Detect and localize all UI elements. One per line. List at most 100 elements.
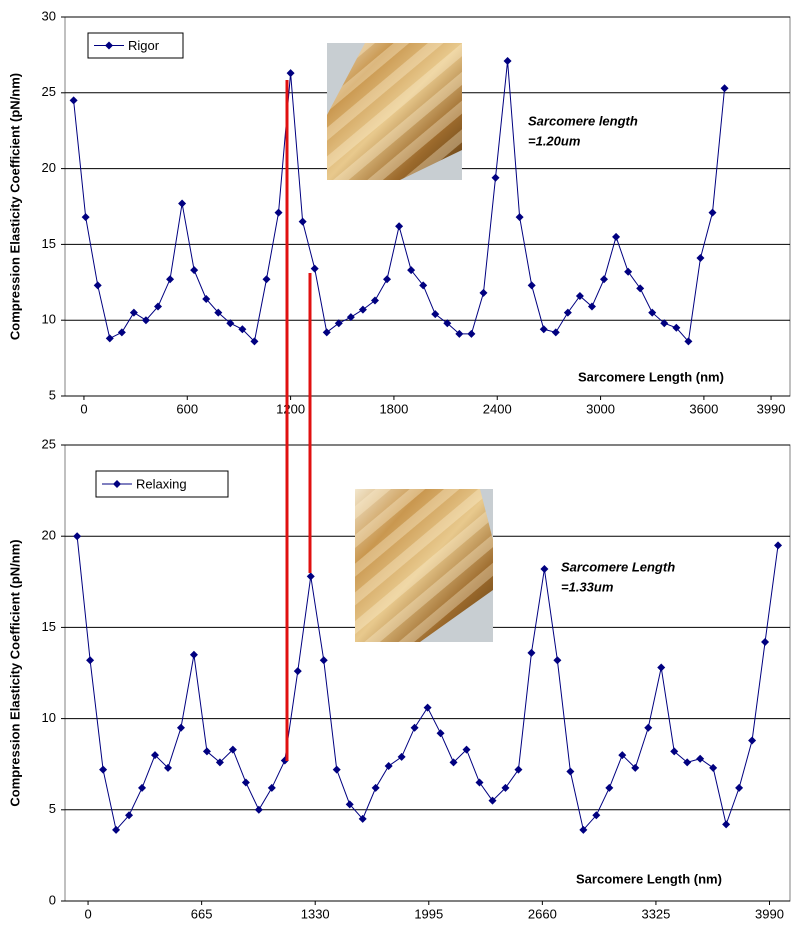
afm-image-rigor — [327, 43, 462, 180]
data-point — [605, 783, 614, 792]
legend-label: Relaxing — [136, 476, 187, 491]
data-point — [334, 319, 343, 328]
data-point — [215, 758, 224, 767]
x-tick-label: 3000 — [586, 401, 615, 416]
data-point — [587, 302, 596, 311]
data-point — [176, 723, 185, 732]
data-point — [129, 308, 138, 317]
data-point — [226, 319, 235, 328]
data-point — [298, 217, 307, 226]
data-point — [761, 637, 770, 646]
data-point — [358, 305, 367, 314]
data-point — [125, 811, 134, 820]
data-point — [648, 308, 657, 317]
data-point — [563, 308, 572, 317]
data-point — [69, 96, 78, 105]
data-point — [419, 281, 428, 290]
x-tick-label: 0 — [84, 906, 91, 921]
x-tick-label: 2400 — [483, 401, 512, 416]
data-point — [267, 783, 276, 792]
x-axis-title: Sarcomere Length (nm) — [578, 369, 724, 384]
data-point — [462, 745, 471, 754]
data-point — [112, 825, 121, 834]
data-point — [709, 763, 718, 772]
data-point — [370, 296, 379, 305]
data-point — [696, 254, 705, 263]
x-tick-label: 0 — [80, 401, 87, 416]
data-point — [141, 316, 150, 325]
annotation: =1.20um — [528, 133, 581, 148]
y-tick-label: 5 — [49, 801, 56, 816]
data-point — [202, 294, 211, 303]
x-tick-label: 3990 — [757, 401, 786, 416]
data-point — [449, 758, 458, 767]
data-point — [735, 783, 744, 792]
data-point — [306, 572, 315, 581]
y-tick-label: 30 — [42, 8, 56, 23]
y-tick-label: 0 — [49, 892, 56, 907]
data-point — [455, 329, 464, 338]
y-tick-label: 15 — [42, 619, 56, 634]
data-point — [322, 328, 331, 337]
data-point — [293, 667, 302, 676]
y-tick-label: 15 — [42, 236, 56, 251]
legend-marker — [105, 41, 113, 50]
data-point — [262, 275, 271, 284]
data-point — [286, 69, 295, 78]
data-point — [491, 173, 500, 182]
afm-image-relaxing — [355, 489, 493, 642]
data-point — [503, 56, 512, 65]
data-point — [310, 264, 319, 273]
data-point — [748, 736, 757, 745]
data-point — [683, 758, 692, 767]
x-tick-label: 1995 — [414, 906, 443, 921]
data-point — [250, 337, 259, 346]
data-point — [73, 532, 82, 541]
x-tick-label: 2660 — [528, 906, 557, 921]
data-point — [540, 565, 549, 574]
data-point — [670, 747, 679, 756]
data-point — [105, 334, 114, 343]
data-point — [488, 796, 497, 805]
data-point — [238, 325, 247, 334]
data-point — [371, 783, 380, 792]
data-point — [397, 752, 406, 761]
data-point — [515, 213, 524, 222]
data-point — [178, 199, 187, 208]
y-tick-label: 25 — [42, 84, 56, 99]
data-point — [241, 778, 250, 787]
y-tick-label: 20 — [42, 528, 56, 543]
y-axis-title: Compression Elasticity Coefficient (pN/n… — [7, 539, 22, 806]
data-point — [774, 541, 783, 550]
x-tick-label: 600 — [176, 401, 198, 416]
data-point — [214, 308, 223, 317]
x-axis-title: Sarcomere Length (nm) — [576, 871, 722, 886]
data-point — [151, 751, 160, 760]
data-point — [467, 329, 476, 338]
data-point — [708, 208, 717, 217]
annotation: =1.33um — [561, 579, 614, 594]
data-point — [575, 291, 584, 300]
x-tick-label: 665 — [191, 906, 213, 921]
x-tick-label: 3325 — [641, 906, 670, 921]
legend-marker — [113, 480, 121, 488]
data-point — [475, 778, 484, 787]
data-point — [81, 213, 90, 222]
data-point — [99, 765, 108, 774]
data-point — [624, 267, 633, 276]
data-point — [431, 310, 440, 319]
data-point — [319, 656, 328, 665]
data-point — [657, 663, 666, 672]
x-tick-label: 3990 — [755, 906, 784, 921]
x-tick-label: 1200 — [276, 401, 305, 416]
data-point — [423, 703, 432, 712]
data-point — [672, 323, 681, 332]
data-point — [436, 729, 445, 738]
data-point — [479, 288, 488, 297]
data-point — [384, 762, 393, 771]
data-point — [539, 325, 548, 334]
data-point — [190, 266, 199, 275]
data-point — [660, 319, 669, 328]
x-tick-label: 3600 — [689, 401, 718, 416]
data-point — [254, 805, 263, 814]
